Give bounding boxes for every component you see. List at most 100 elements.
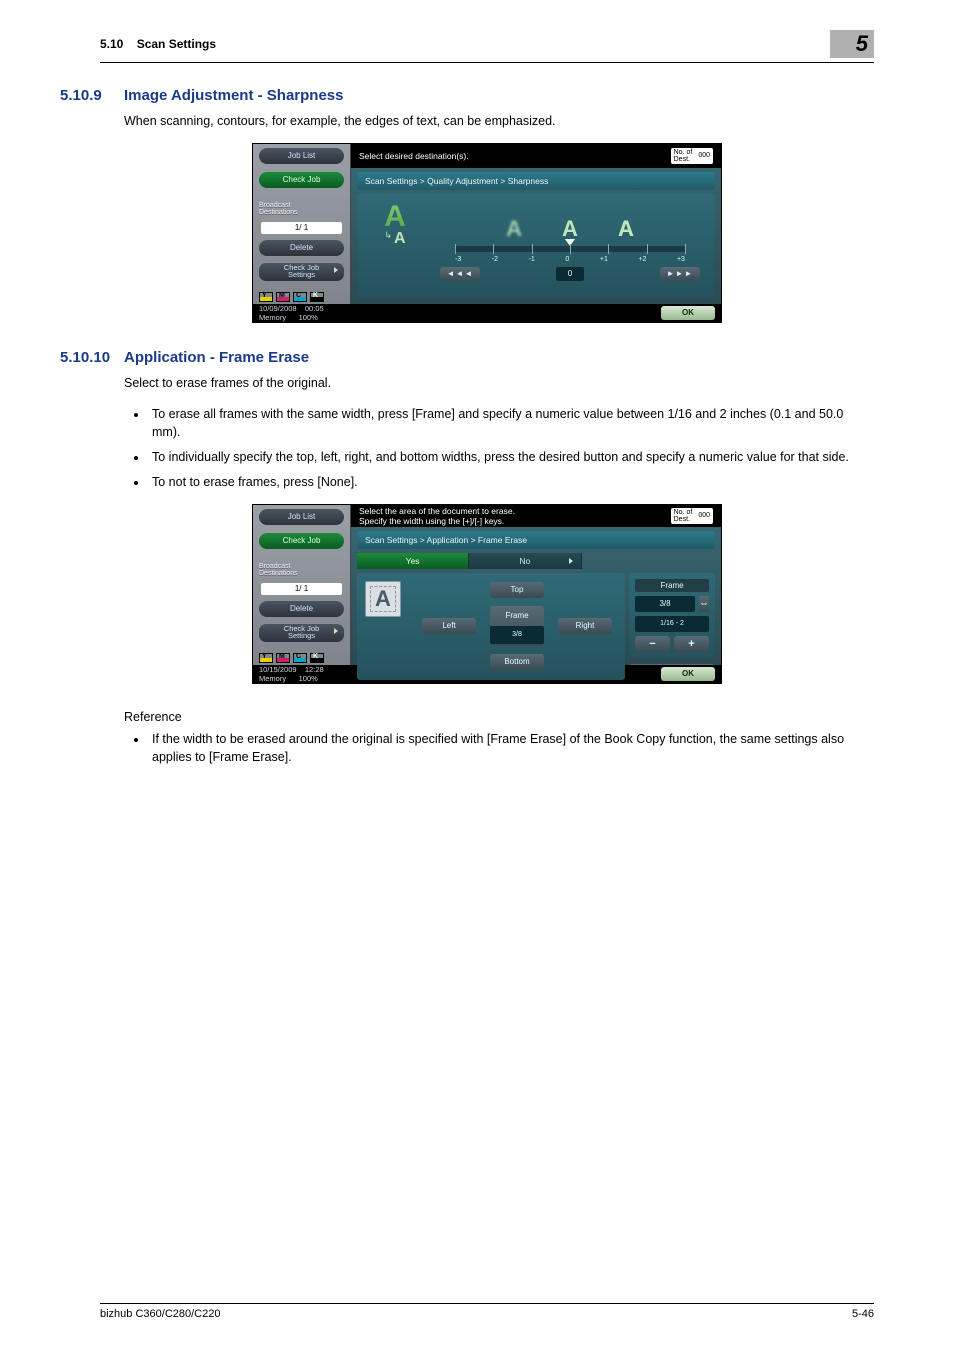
sample-blur: A [506,216,522,242]
bottom-button[interactable]: Bottom [490,654,544,670]
status-date: 10/15/2009 [259,665,297,674]
toner-k: K [310,292,324,302]
document-icon: A [365,581,401,617]
status-left: 10/09/2008 00:05 Memory 100% [259,304,324,322]
status-bar: 10/09/2008 00:05 Memory 100% OK [253,304,721,322]
toner-m: M [276,653,290,663]
tick-label: +1 [600,256,608,263]
dest-label: No. of Dest. [674,509,693,523]
message-bar: Select desired destination(s). No. of De… [351,144,721,168]
toner-c: C [293,292,307,302]
slider-tick-labels: -3 -2 -1 0 +1 +2 +3 [455,256,685,263]
status-time: 00:05 [305,304,324,313]
header-section-ref: 5.10 [100,37,123,51]
bullet-item: To not to erase frames, press [None]. [148,473,874,492]
bullet-item: If the width to be erased around the ori… [148,730,874,768]
page-footer: bizhub C360/C280/C220 5-46 [100,1303,874,1320]
header-left: 5.10 Scan Settings [100,37,216,51]
frame-button[interactable]: Frame 3/8 [490,606,544,646]
frame-erase-screenshot: Job List Check Job Broadcast Destination… [252,504,722,684]
left-button[interactable]: Left [422,618,476,634]
sharpness-intro: When scanning, contours, for example, th… [124,112,874,131]
frame-panel-title: Frame [635,579,709,592]
frame-erase-controls: Frame 3/8 ⇔ 1/16 - 2 − + None [629,573,715,680]
tick-label: -1 [529,256,535,263]
section-title: Application - Frame Erase [124,349,309,366]
toner-m: M [276,292,290,302]
message-text: Select the area of the document to erase… [359,506,515,526]
delete-button[interactable]: Delete [259,240,344,256]
status-mem-pct: 100% [299,674,318,683]
corner-icon: ↳ [384,230,392,248]
ok-button[interactable]: OK [661,667,715,681]
side-page-indicator: 1/ 1 [261,583,342,595]
message-line1: Select the area of the document to erase… [359,506,515,516]
sharpness-decrease-button[interactable]: ◄◄◄ [440,267,480,281]
footer-page: 5-46 [852,1308,874,1320]
minus-button[interactable]: − [635,636,670,652]
message-bar: Select the area of the document to erase… [351,505,721,527]
section-heading-frame-erase: 5.10.10 Application - Frame Erase [60,349,874,366]
main-panel: Select desired destination(s). No. of De… [351,144,721,304]
side-page-indicator: 1/ 1 [261,222,342,234]
plus-button[interactable]: + [674,636,709,652]
main-panel: Select the area of the document to erase… [351,505,721,665]
status-time: 12:28 [305,665,324,674]
sharpness-body: A ↳ A A A A [357,194,715,298]
breadcrumb: Scan Settings > Application > Frame Eras… [357,531,715,549]
toner-y: Y [259,653,273,663]
frame-erase-diagram: A Top Left Frame 3/8 Right Bottom [357,573,625,680]
toner-levels: Y M C K [259,647,344,663]
check-settings-button[interactable]: Check Job Settings [259,263,344,281]
check-settings-button[interactable]: Check Job Settings [259,624,344,642]
side-panel: Job List Check Job Broadcast Destination… [253,505,351,665]
section-heading-sharpness: 5.10.9 Image Adjustment - Sharpness [60,87,874,104]
reference-label: Reference [124,710,874,724]
bullet-item: To individually specify the top, left, r… [148,448,874,467]
yes-no-tabs: Yes No [357,553,715,569]
sharpness-preview: A ↳ A [367,200,423,252]
sharpness-value: 0 [556,267,584,281]
dest-count: 000 [698,152,710,159]
right-button[interactable]: Right [558,618,612,634]
breadcrumb: Scan Settings > Quality Adjustment > Sha… [357,172,715,190]
tab-yes[interactable]: Yes [357,553,469,569]
check-job-button[interactable]: Check Job [259,533,344,549]
footer-model: bizhub C360/C280/C220 [100,1308,220,1320]
header-section-name: Scan Settings [137,37,216,51]
job-list-button[interactable]: Job List [259,148,344,164]
frame-erase-intro: Select to erase frames of the original. [124,374,874,393]
sharpness-increase-button[interactable]: ►►► [660,267,700,281]
tick-label: 0 [565,256,569,263]
dest-count-badge: No. of Dest. 000 [671,148,713,164]
unit-switch-button[interactable]: ⇔ [699,596,709,612]
toner-c: C [293,653,307,663]
status-mem-label: Memory [259,674,286,683]
ok-button[interactable]: OK [661,306,715,320]
dest-count: 000 [698,512,710,519]
reference-bullets: If the width to be erased around the ori… [148,730,874,768]
section-title: Image Adjustment - Sharpness [124,87,344,104]
frame-erase-bullets: To erase all frames with the same width,… [148,405,874,492]
sharpness-screenshot: Job List Check Job Broadcast Destination… [252,143,722,323]
top-button[interactable]: Top [490,582,544,598]
sharpness-slider[interactable] [455,246,685,252]
preview-a-large: A [384,203,406,230]
tick-label: -3 [455,256,461,263]
message-line2: Specify the width using the [+]/[-] keys… [359,516,504,526]
side-panel: Job List Check Job Broadcast Destination… [253,144,351,304]
job-list-button[interactable]: Job List [259,509,344,525]
tab-no[interactable]: No [469,553,581,569]
frame-button-label: Frame [490,608,544,624]
sharpness-slider-zone: A A A -3 -2 -1 0 [439,210,701,288]
check-job-button[interactable]: Check Job [259,172,344,188]
frame-range-display: 1/16 - 2 [635,616,709,632]
status-date: 10/09/2008 [259,304,297,313]
tick-label: +2 [638,256,646,263]
status-mem-pct: 100% [299,313,318,322]
delete-button[interactable]: Delete [259,601,344,617]
tick-label: +3 [677,256,685,263]
dest-count-badge: No. of Dest. 000 [671,508,713,524]
frame-button-value: 3/8 [490,626,544,644]
section-num: 5.10.10 [60,349,124,366]
